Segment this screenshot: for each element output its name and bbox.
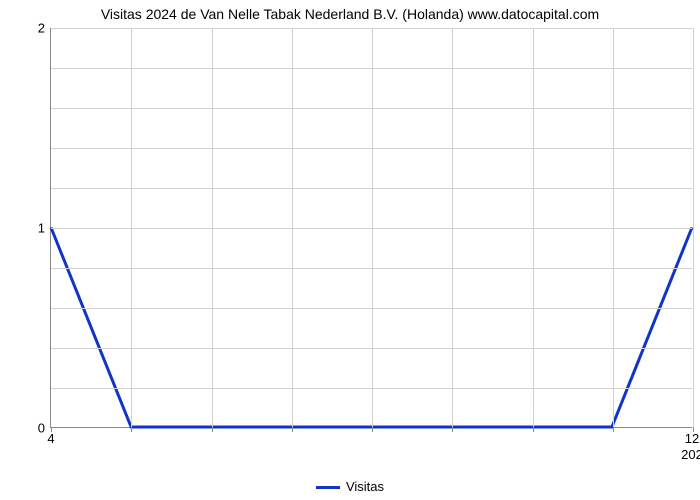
- y-tick-label: 2: [38, 21, 51, 36]
- grid-line-v: [292, 28, 293, 427]
- x-tick-mark: [131, 427, 132, 432]
- x-tick-mark: [452, 427, 453, 432]
- plot-area: 012412202: [50, 28, 692, 428]
- grid-line-v: [372, 28, 373, 427]
- legend-swatch: [316, 486, 340, 489]
- chart-container: Visitas 2024 de Van Nelle Tabak Nederlan…: [0, 0, 700, 500]
- y-tick-label: 1: [38, 221, 51, 236]
- x-tick-mark: [533, 427, 534, 432]
- grid-line-v: [533, 28, 534, 427]
- legend: Visitas: [0, 479, 700, 494]
- chart-title: Visitas 2024 de Van Nelle Tabak Nederlan…: [0, 6, 700, 22]
- x-tick-mark: [613, 427, 614, 432]
- x-tick-mark: [372, 427, 373, 432]
- x-sub-label: 202: [681, 447, 700, 462]
- grid-line-v: [131, 28, 132, 427]
- x-tick-mark: [292, 427, 293, 432]
- grid-line-v: [613, 28, 614, 427]
- grid-line-v: [452, 28, 453, 427]
- x-tick-mark: [212, 427, 213, 432]
- grid-line-v: [693, 28, 694, 427]
- x-tick-label: 12: [685, 427, 699, 446]
- grid-line-v: [212, 28, 213, 427]
- legend-label: Visitas: [346, 479, 384, 494]
- x-tick-label: 4: [47, 427, 54, 446]
